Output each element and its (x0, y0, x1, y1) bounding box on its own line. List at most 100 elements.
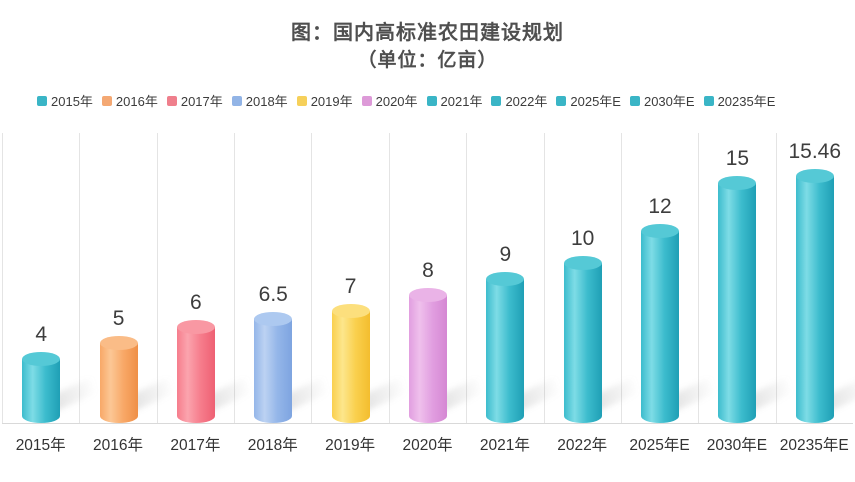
x-axis: 2015年 2016年 2017年 2018年 2019年 2020年 2021年 2022年… (2, 433, 853, 455)
bar-cylinder: 10 (563, 227, 602, 423)
legend-label: 2018年 (245, 94, 288, 109)
bar-top-ellipse (718, 176, 757, 190)
legend-item: 2021年 (426, 91, 483, 110)
plot-column: 10 (543, 133, 653, 423)
x-axis-label: 2021年 (479, 437, 530, 454)
legend-item: 2018年 (231, 91, 288, 110)
bar-value-label: 9 (499, 243, 512, 266)
x-axis-label: 2018年 (247, 437, 298, 454)
bar-value-label: 6.5 (258, 283, 288, 306)
bar-body (99, 343, 138, 423)
legend-item: 2019年 (296, 91, 353, 110)
x-axis-label: 2019年 (325, 437, 376, 454)
bar-body (641, 231, 680, 423)
bar-cylinder: 15.46 (788, 140, 841, 423)
bar-cylinder: 8 (408, 259, 447, 423)
legend-swatch-icon (166, 95, 177, 106)
x-axis-label: 2022年 (557, 437, 608, 454)
bar-value-label: 6 (190, 291, 202, 314)
x-axis-label: 2015年 (15, 437, 66, 454)
x-axis-label: 2016年 (93, 437, 144, 454)
plot-column: 15 (698, 133, 808, 423)
legend-swatch-icon (37, 95, 47, 106)
bar-body (254, 319, 293, 423)
plot-column: 9 (466, 133, 576, 423)
legend-item: 2015年 (37, 91, 93, 110)
chart-subtitle: （单位：亿亩） (357, 50, 498, 71)
bar-cylinder: 5 (99, 307, 138, 423)
legend-swatch-icon (703, 95, 714, 106)
x-axis-label: 20235年E (779, 437, 849, 454)
bar-body (486, 279, 525, 423)
plot-column: 6 (156, 133, 267, 423)
bar-top-ellipse (408, 288, 447, 302)
legend-item: 2030年E (629, 91, 695, 110)
bar-body (563, 263, 602, 423)
legend-label: 2020年 (375, 94, 418, 109)
legend-label: 2015年 (51, 94, 93, 109)
legend-label: 2016年 (115, 94, 158, 109)
bar-top-ellipse (641, 224, 680, 238)
x-axis-label: 2017年 (170, 437, 221, 454)
bar-value-label: 4 (35, 323, 48, 346)
x-axis-label: 2020年 (402, 437, 453, 454)
plot-column: 4 (2, 133, 112, 423)
bar-value-label: 5 (112, 307, 125, 330)
legend-label: 20235年E (717, 94, 776, 109)
legend-item: 2025年E (556, 91, 621, 110)
legend-item: 2020年 (361, 91, 418, 110)
legend: 2015年 2016年 2017年 2018年 2019年 2020年 2021年 2022年… (37, 91, 835, 110)
bar-value-label: 10 (571, 227, 595, 250)
plot-column: 8 (388, 133, 499, 423)
legend-swatch-icon (361, 95, 372, 106)
legend-item: 20235年E (703, 91, 776, 110)
legend-item: 2017年 (166, 91, 223, 110)
bar-top-ellipse (176, 320, 215, 334)
legend-swatch-icon (629, 95, 640, 106)
legend-item: 2016年 (101, 91, 158, 110)
bar-body (22, 359, 61, 423)
plot-column: 15.46 (775, 133, 855, 423)
legend-swatch-icon (231, 95, 242, 106)
bar-top-ellipse (22, 352, 61, 366)
chart-title: 图：国内高标准农田建设规划 (291, 22, 564, 44)
bar-value-label: 15.46 (788, 140, 842, 163)
bar-top-ellipse (99, 336, 138, 350)
bar-top-ellipse (331, 304, 370, 318)
bar-top-ellipse (563, 256, 602, 270)
plot-column: 5 (79, 133, 189, 423)
legend-label: 2019年 (310, 94, 353, 109)
plot-column: 7 (311, 133, 421, 423)
bar-value-label: 12 (648, 195, 672, 218)
bar-cylinder: 7 (331, 275, 370, 423)
plot-column: 6.5 (234, 133, 344, 423)
bar-body (331, 311, 370, 423)
bar-cylinder: 9 (486, 243, 525, 423)
bar-cylinder: 15 (718, 147, 757, 423)
bar-top-ellipse (795, 169, 834, 183)
bar-top-ellipse (254, 312, 293, 326)
legend-swatch-icon (101, 95, 112, 106)
legend-label: 2025年E (570, 94, 621, 109)
plot-column: 12 (620, 133, 731, 423)
bar-body (408, 295, 447, 423)
bar-cylinder: 6.5 (254, 283, 293, 423)
legend-swatch-icon (556, 95, 567, 106)
legend-item: 2022年 (491, 91, 547, 110)
legend-swatch-icon (296, 95, 307, 106)
legend-swatch-icon (491, 95, 502, 106)
bar-cylinder: 4 (22, 323, 61, 423)
bar-body (795, 176, 834, 423)
legend-label: 2021年 (440, 94, 483, 109)
bar-cylinder: 12 (641, 195, 680, 423)
x-axis-label: 2025年E (629, 437, 690, 454)
bar-cylinder: 6 (176, 291, 215, 423)
bar-value-label: 15 (725, 147, 750, 170)
legend-label: 2022年 (505, 94, 548, 109)
bar-top-ellipse (486, 272, 525, 286)
bar-body (718, 183, 757, 423)
x-axis-label: 2030年E (706, 437, 768, 454)
bar-value-label: 8 (422, 259, 434, 282)
legend-label: 2017年 (180, 94, 223, 109)
